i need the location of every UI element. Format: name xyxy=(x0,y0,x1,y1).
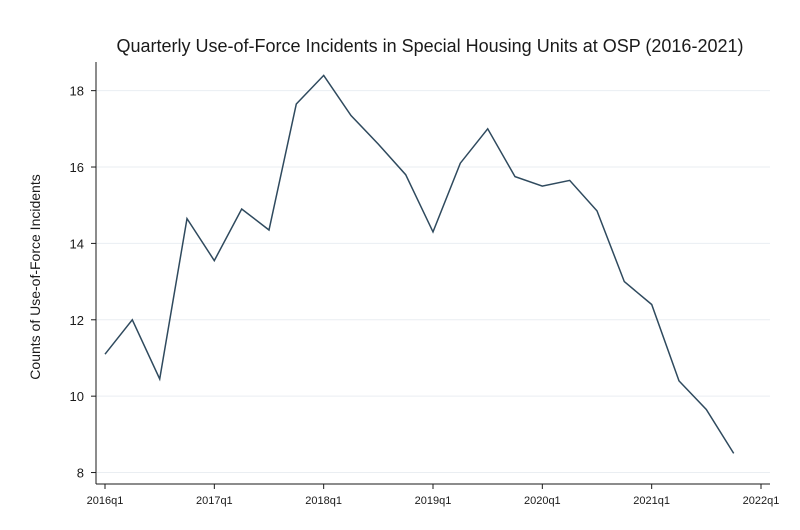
y-tick-label-14: 14 xyxy=(70,236,84,251)
y-axis-title: Counts of Use-of-Force Incidents xyxy=(27,174,43,379)
series xyxy=(104,74,735,454)
y-tick-label-16: 16 xyxy=(70,160,84,175)
x-tick-label-2017q1: 2017q1 xyxy=(196,495,233,507)
y-tick-label-10: 10 xyxy=(70,389,84,404)
x-tick-label-2020q1: 2020q1 xyxy=(524,495,561,507)
x-tick-label-2021q1: 2021q1 xyxy=(633,495,670,507)
x-tick-label-2016q1: 2016q1 xyxy=(87,495,124,507)
y-tick-label-12: 12 xyxy=(70,313,84,328)
y-tick-label-18: 18 xyxy=(70,84,84,99)
y-tick-label-8: 8 xyxy=(77,466,84,481)
chart-title: Quarterly Use-of-Force Incidents in Spec… xyxy=(116,36,744,56)
series-line-0 xyxy=(104,74,735,454)
axes xyxy=(91,62,770,489)
grid xyxy=(96,90,770,474)
x-tick-label-2018q1: 2018q1 xyxy=(305,495,342,507)
x-tick-label-2019q1: 2019q1 xyxy=(415,495,452,507)
tick-labels: 8 10 12 14 16 18 2016q1 2017q1 2018q1 2019q1 2020q… xyxy=(70,84,780,507)
x-tick-label-2022q1: 2022q1 xyxy=(743,495,780,507)
